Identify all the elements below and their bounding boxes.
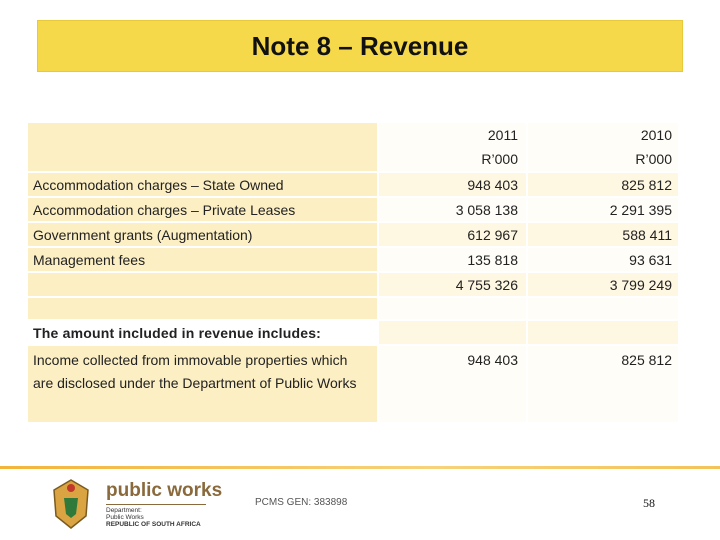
detail-label: Income collected from immovable properti… — [27, 345, 378, 423]
header-cell: 2011 R’000 — [378, 122, 527, 172]
logo-sub-line: REPUBLIC OF SOUTH AFRICA — [106, 521, 201, 528]
reference: PCMS GEN: 383898 — [255, 497, 348, 508]
year: 2011 — [487, 127, 518, 143]
detail-value: 825 812 — [527, 345, 679, 423]
page-number: 58 — [643, 496, 655, 510]
row-label: Accommodation charges – Private Leases — [27, 197, 378, 222]
row-label: Government grants (Augmentation) — [27, 222, 378, 247]
logo-sub: Department: Public Works REPUBLIC OF SOU… — [106, 507, 201, 528]
header-cell — [27, 122, 378, 172]
row-value: 2 291 395 — [527, 197, 679, 222]
empty-cell — [378, 320, 527, 345]
empty-cell — [527, 297, 679, 320]
logo-sub-line: Public Works — [106, 514, 144, 521]
year: 2010 — [640, 127, 672, 143]
row-value: 612 967 — [378, 222, 527, 247]
row-value: 588 411 — [527, 222, 679, 247]
row-value: 135 818 — [378, 247, 527, 272]
row-value: 93 631 — [527, 247, 679, 272]
header-cell: 2010 R’000 — [527, 122, 679, 172]
detail-value: 948 403 — [378, 345, 527, 423]
label-cell — [27, 297, 378, 320]
unit: R’000 — [481, 151, 518, 167]
row-label: Accommodation charges – State Owned — [27, 172, 378, 197]
label-cell — [27, 272, 378, 297]
logo-rule — [106, 504, 206, 505]
title-banner: Note 8 – Revenue — [37, 20, 683, 72]
logo-name: public works — [106, 480, 223, 501]
total-cell: 4 755 326 — [378, 272, 527, 297]
row-value: 948 403 — [378, 172, 527, 197]
row-value: 825 812 — [527, 172, 679, 197]
footer-line — [0, 466, 720, 469]
coat-of-arms — [53, 479, 89, 529]
empty-cell — [527, 320, 679, 345]
total-cell: 3 799 249 — [527, 272, 679, 297]
row-value: 3 058 138 — [378, 197, 527, 222]
row-label: Management fees — [27, 247, 378, 272]
logo-sub-line: Department: — [106, 507, 142, 514]
empty-cell — [378, 297, 527, 320]
section-note: The amount included in revenue includes: — [27, 320, 378, 345]
unit: R’000 — [635, 151, 672, 167]
title: Note 8 – Revenue — [251, 30, 469, 61]
